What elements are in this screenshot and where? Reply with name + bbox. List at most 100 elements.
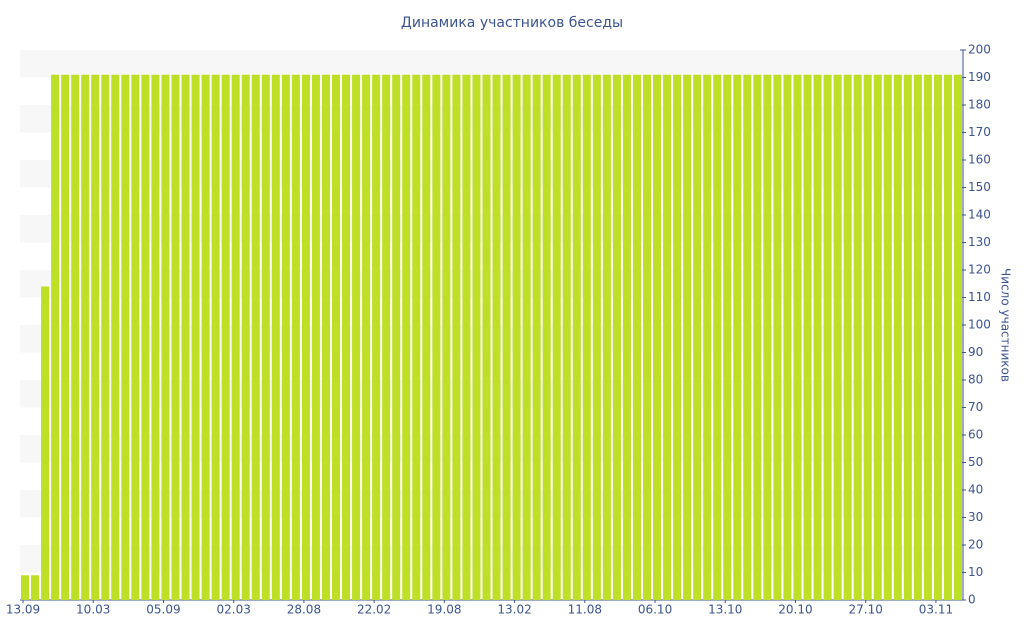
x-tick-label: 11.08 [568, 603, 602, 617]
bar [311, 74, 320, 600]
x-tick-label: 06.10 [638, 603, 672, 617]
bar [301, 74, 310, 600]
bar [602, 74, 611, 600]
bar [201, 74, 210, 600]
bar [111, 74, 120, 600]
bar [773, 74, 782, 600]
grid-band [20, 50, 963, 78]
bar [241, 74, 250, 600]
bar [362, 74, 371, 600]
bar [833, 74, 842, 600]
bar [903, 74, 912, 600]
bar [261, 74, 270, 600]
y-tick-label: 30 [968, 510, 983, 524]
y-tick-label: 150 [968, 180, 991, 194]
bar [933, 74, 942, 600]
y-tick-label: 140 [968, 208, 991, 222]
bar [552, 74, 561, 600]
bar [512, 74, 521, 600]
bar [412, 74, 421, 600]
y-tick-label: 160 [968, 153, 991, 167]
bar [51, 74, 60, 600]
bar [472, 74, 481, 600]
bar [151, 74, 160, 600]
bar [592, 74, 601, 600]
bar [492, 74, 501, 600]
bar [683, 74, 692, 600]
bar [733, 74, 742, 600]
y-tick-label: 90 [968, 345, 983, 359]
bar [843, 74, 852, 600]
bar [221, 74, 230, 600]
bar [703, 74, 712, 600]
bar [663, 74, 672, 600]
x-tick-label: 28.08 [287, 603, 321, 617]
bar [542, 74, 551, 600]
y-tick-label: 0 [968, 593, 976, 607]
bar [281, 74, 290, 600]
bar [753, 74, 762, 600]
x-tick-label: 13.02 [497, 603, 531, 617]
x-tick-label: 13.09 [6, 603, 40, 617]
bar [522, 74, 531, 600]
bar [763, 74, 772, 600]
y-tick-label: 40 [968, 483, 983, 497]
bar [823, 74, 832, 600]
bar [853, 74, 862, 600]
bar [181, 74, 190, 600]
bar [321, 74, 330, 600]
bar [923, 74, 932, 600]
bar [873, 74, 882, 600]
bar [352, 74, 361, 600]
bar [21, 575, 30, 600]
bar [743, 74, 752, 600]
bar [452, 74, 461, 600]
bar [392, 74, 401, 600]
y-tick-label: 80 [968, 373, 983, 387]
bar [342, 74, 351, 600]
bar [171, 74, 180, 600]
y-tick-label: 50 [968, 455, 983, 469]
bar [31, 575, 40, 600]
bar [562, 74, 571, 600]
y-axis-title: Число участников [999, 268, 1013, 382]
bar [913, 74, 922, 600]
bar [723, 74, 732, 600]
bar [813, 74, 822, 600]
bar [231, 74, 240, 600]
bar [161, 74, 170, 600]
x-tick-label: 20.10 [778, 603, 812, 617]
bar [943, 74, 952, 600]
bar [863, 74, 872, 600]
bar [291, 74, 300, 600]
x-tick-label: 19.08 [427, 603, 461, 617]
bar [382, 74, 391, 600]
bar [883, 74, 892, 600]
bar [422, 74, 431, 600]
bar [71, 74, 80, 600]
y-tick-label: 20 [968, 538, 983, 552]
x-tick-label: 22.02 [357, 603, 391, 617]
bar [61, 74, 70, 600]
bar [81, 74, 90, 600]
bar [953, 74, 962, 600]
bar [462, 74, 471, 600]
y-tick-label: 190 [968, 70, 991, 84]
bar [502, 74, 511, 600]
bar [131, 74, 140, 600]
bar [402, 74, 411, 600]
bar [803, 74, 812, 600]
bar [101, 74, 110, 600]
y-tick-label: 100 [968, 318, 991, 332]
bar [632, 74, 641, 600]
bar [191, 74, 200, 600]
bar [211, 74, 220, 600]
chart-title: Динамика участников беседы [401, 15, 623, 31]
bar [331, 74, 341, 600]
bar [91, 74, 100, 600]
bar [372, 74, 381, 600]
bar [582, 74, 591, 600]
x-tick-label: 02.03 [217, 603, 251, 617]
bar [432, 74, 441, 600]
